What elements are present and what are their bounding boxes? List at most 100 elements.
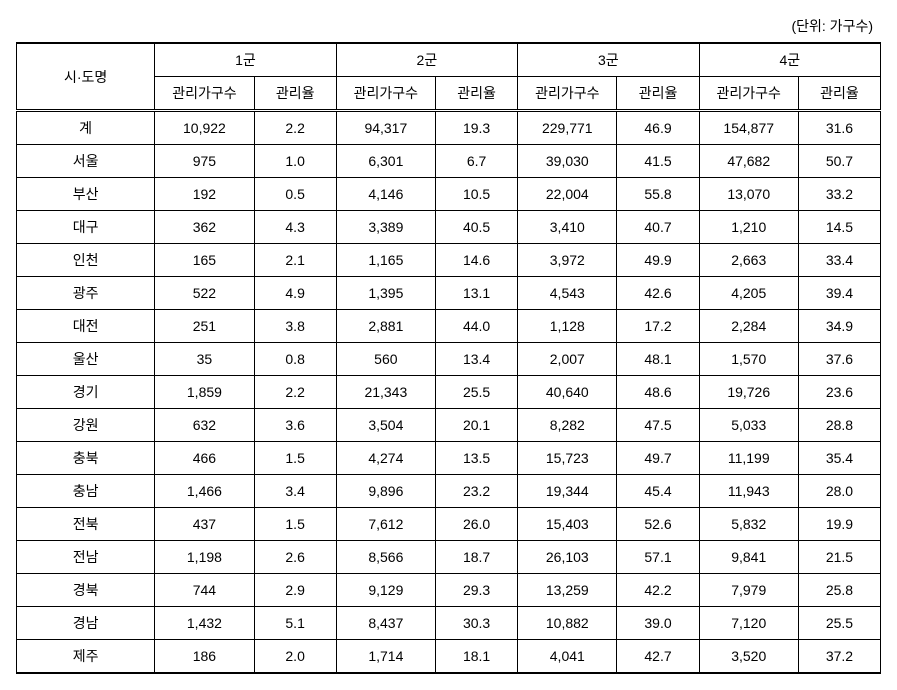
cell-g1-rate: 2.2 (254, 376, 336, 409)
cell-g2-rate: 13.1 (436, 277, 518, 310)
cell-g1-rate: 4.3 (254, 211, 336, 244)
cell-g3-count: 10,882 (518, 607, 617, 640)
cell-g3-rate: 48.6 (617, 376, 699, 409)
cell-g1-rate: 1.5 (254, 508, 336, 541)
cell-g1-rate: 0.8 (254, 343, 336, 376)
cell-g2-rate: 23.2 (436, 475, 518, 508)
cell-g1-rate: 2.6 (254, 541, 336, 574)
cell-region: 대전 (17, 310, 155, 343)
cell-g3-rate: 46.9 (617, 111, 699, 145)
header-group-3: 3군 (518, 43, 699, 77)
cell-g4-rate: 21.5 (798, 541, 880, 574)
header-g4-count: 관리가구수 (699, 77, 798, 111)
cell-g2-count: 3,389 (336, 211, 435, 244)
cell-g3-count: 8,282 (518, 409, 617, 442)
table-row: 전남1,1982.68,56618.726,10357.19,84121.5 (17, 541, 881, 574)
header-g3-rate: 관리율 (617, 77, 699, 111)
cell-g1-count: 251 (155, 310, 254, 343)
cell-g1-rate: 2.0 (254, 640, 336, 674)
cell-g2-count: 8,437 (336, 607, 435, 640)
cell-g4-rate: 28.0 (798, 475, 880, 508)
cell-g2-count: 7,612 (336, 508, 435, 541)
cell-g3-count: 3,410 (518, 211, 617, 244)
cell-g2-rate: 13.5 (436, 442, 518, 475)
cell-g4-count: 2,284 (699, 310, 798, 343)
cell-region: 부산 (17, 178, 155, 211)
cell-g4-count: 1,570 (699, 343, 798, 376)
cell-g2-rate: 10.5 (436, 178, 518, 211)
cell-region: 충북 (17, 442, 155, 475)
cell-g1-count: 437 (155, 508, 254, 541)
cell-g4-count: 4,205 (699, 277, 798, 310)
cell-g4-rate: 28.8 (798, 409, 880, 442)
cell-g1-count: 744 (155, 574, 254, 607)
header-region: 시·도명 (17, 43, 155, 111)
table-row: 경기1,8592.221,34325.540,64048.619,72623.6 (17, 376, 881, 409)
cell-g4-rate: 39.4 (798, 277, 880, 310)
cell-g2-rate: 14.6 (436, 244, 518, 277)
cell-g2-rate: 6.7 (436, 145, 518, 178)
cell-g2-rate: 13.4 (436, 343, 518, 376)
header-g1-count: 관리가구수 (155, 77, 254, 111)
cell-g4-count: 7,979 (699, 574, 798, 607)
cell-g1-count: 192 (155, 178, 254, 211)
cell-g1-count: 1,859 (155, 376, 254, 409)
cell-g2-count: 94,317 (336, 111, 435, 145)
cell-g4-rate: 19.9 (798, 508, 880, 541)
cell-g4-count: 9,841 (699, 541, 798, 574)
cell-g4-rate: 25.8 (798, 574, 880, 607)
cell-g1-rate: 0.5 (254, 178, 336, 211)
cell-g3-count: 13,259 (518, 574, 617, 607)
table-row: 강원6323.63,50420.18,28247.55,03328.8 (17, 409, 881, 442)
cell-g2-count: 560 (336, 343, 435, 376)
cell-region: 울산 (17, 343, 155, 376)
cell-g2-count: 21,343 (336, 376, 435, 409)
cell-g2-rate: 25.5 (436, 376, 518, 409)
cell-g3-count: 26,103 (518, 541, 617, 574)
cell-g1-rate: 2.2 (254, 111, 336, 145)
cell-g1-rate: 1.5 (254, 442, 336, 475)
cell-g2-count: 8,566 (336, 541, 435, 574)
cell-g3-rate: 49.7 (617, 442, 699, 475)
table-row: 대전2513.82,88144.01,12817.22,28434.9 (17, 310, 881, 343)
cell-g3-rate: 55.8 (617, 178, 699, 211)
cell-g1-rate: 1.0 (254, 145, 336, 178)
cell-g1-rate: 2.1 (254, 244, 336, 277)
cell-g4-count: 11,943 (699, 475, 798, 508)
table-row: 부산1920.54,14610.522,00455.813,07033.2 (17, 178, 881, 211)
data-table: 시·도명 1군 2군 3군 4군 관리가구수 관리율 관리가구수 관리율 관리가… (16, 42, 881, 674)
cell-g3-count: 19,344 (518, 475, 617, 508)
cell-g4-count: 19,726 (699, 376, 798, 409)
cell-g2-count: 6,301 (336, 145, 435, 178)
cell-g3-count: 4,041 (518, 640, 617, 674)
table-row: 충북4661.54,27413.515,72349.711,19935.4 (17, 442, 881, 475)
cell-g4-rate: 37.6 (798, 343, 880, 376)
cell-region: 전북 (17, 508, 155, 541)
cell-g1-count: 362 (155, 211, 254, 244)
cell-g3-rate: 42.7 (617, 640, 699, 674)
header-g4-rate: 관리율 (798, 77, 880, 111)
cell-region: 계 (17, 111, 155, 145)
cell-g3-rate: 52.6 (617, 508, 699, 541)
cell-region: 제주 (17, 640, 155, 674)
cell-g2-count: 1,165 (336, 244, 435, 277)
cell-g1-count: 10,922 (155, 111, 254, 145)
table-row: 울산350.856013.42,00748.11,57037.6 (17, 343, 881, 376)
cell-g4-count: 11,199 (699, 442, 798, 475)
cell-g1-count: 1,432 (155, 607, 254, 640)
cell-g1-count: 35 (155, 343, 254, 376)
cell-g4-count: 154,877 (699, 111, 798, 145)
cell-g1-rate: 4.9 (254, 277, 336, 310)
cell-g3-count: 22,004 (518, 178, 617, 211)
unit-label: (단위: 가구수) (16, 16, 881, 36)
cell-g4-rate: 50.7 (798, 145, 880, 178)
table-header: 시·도명 1군 2군 3군 4군 관리가구수 관리율 관리가구수 관리율 관리가… (17, 43, 881, 111)
cell-g1-count: 466 (155, 442, 254, 475)
cell-region: 경기 (17, 376, 155, 409)
cell-g1-count: 1,466 (155, 475, 254, 508)
cell-g1-count: 632 (155, 409, 254, 442)
cell-g2-count: 1,395 (336, 277, 435, 310)
cell-g3-rate: 48.1 (617, 343, 699, 376)
cell-g3-rate: 49.9 (617, 244, 699, 277)
cell-g2-count: 4,274 (336, 442, 435, 475)
